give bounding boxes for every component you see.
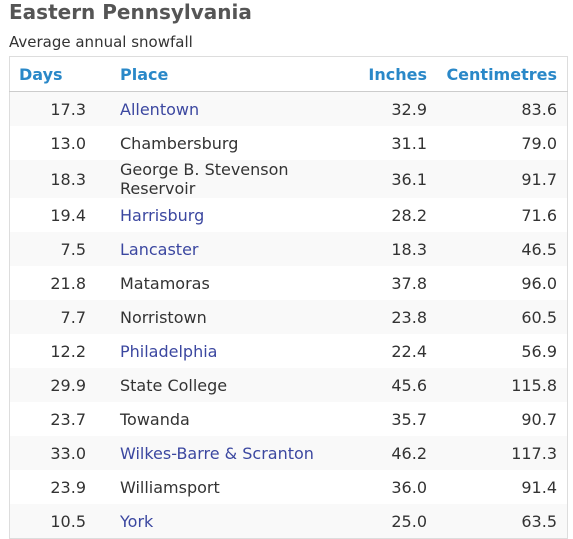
cell-centimetres: 46.5 [521,239,557,259]
place-name: Matamoras [120,273,210,293]
cell-centimetres: 63.5 [521,511,557,531]
cell-inches: 45.6 [391,375,427,395]
column-header-days: Days [9,56,94,92]
cell-days: 33.0 [50,443,86,463]
place-name: Norristown [120,307,207,327]
cell-inches: 31.1 [391,133,427,153]
cell-inches: 23.8 [391,307,427,327]
cell-days: 7.7 [60,307,86,327]
cell-centimetres: 83.6 [521,99,557,119]
cell-days: 21.8 [50,273,86,293]
cell-centimetres: 96.0 [521,273,557,293]
cell-centimetres: 90.7 [521,409,557,429]
place-name: Towanda [120,409,190,429]
cell-inches: 28.2 [391,205,427,225]
cell-centimetres: 79.0 [521,133,557,153]
cell-inches: 37.8 [391,273,427,293]
cell-place: Chambersburg [94,126,335,160]
cell-days: 7.5 [60,239,86,259]
column-header-centimetres: Centimetres [433,56,568,92]
place-name: George B. Stevenson Reservoir [120,160,289,198]
table-row: 33.0 Wilkes-Barre & Scranton 46.2 117.3 [9,436,568,470]
cell-days: 18.3 [50,169,86,189]
cell-days: 13.0 [50,133,86,153]
cell-place: Wilkes-Barre & Scranton [94,436,335,470]
place-link[interactable]: Philadelphia [120,341,218,361]
cell-place: Norristown [94,300,335,334]
cell-place: Philadelphia [94,334,335,368]
cell-centimetres: 91.4 [521,477,557,497]
cell-place: Matamoras [94,266,335,300]
table-row: 10.5 York 25.0 63.5 [9,504,568,539]
table-caption: Average annual snowfall [9,33,193,51]
table-row: 29.9 State College 45.6 115.8 [9,368,568,402]
cell-place: York [94,504,335,539]
cell-place: Williamsport [94,470,335,504]
table-row: 7.7 Norristown 23.8 60.5 [9,300,568,334]
header-row: Days Place Inches Centimetres [9,56,568,92]
table-row: 21.8 Matamoras 37.8 96.0 [9,266,568,300]
snowfall-table: Days Place Inches Centimetres 17.3 Allent… [9,56,568,539]
cell-days: 17.3 [50,99,86,119]
cell-days: 19.4 [50,205,86,225]
cell-inches: 46.2 [391,443,427,463]
cell-days: 10.5 [50,511,86,531]
table-row: 12.2 Philadelphia 22.4 56.9 [9,334,568,368]
cell-centimetres: 71.6 [521,205,557,225]
table-row: 7.5 Lancaster 18.3 46.5 [9,232,568,266]
cell-place: Allentown [94,92,335,127]
page-title: Eastern Pennsylvania [9,0,252,24]
cell-place: Harrisburg [94,198,335,232]
table-header: Days Place Inches Centimetres [9,56,568,92]
cell-inches: 35.7 [391,409,427,429]
table-row: 19.4 Harrisburg 28.2 71.6 [9,198,568,232]
cell-days: 12.2 [50,341,86,361]
cell-days: 23.7 [50,409,86,429]
cell-inches: 22.4 [391,341,427,361]
cell-centimetres: 117.3 [511,443,557,463]
place-link[interactable]: Wilkes-Barre & Scranton [120,443,314,463]
table-row: 13.0 Chambersburg 31.1 79.0 [9,126,568,160]
table-row: 17.3 Allentown 32.9 83.6 [9,91,568,127]
cell-place: State College [94,368,335,402]
column-header-place: Place [94,56,335,92]
cell-inches: 36.1 [391,169,427,189]
table-row: 18.3 George B. Stevenson Reservoir 36.1 91.… [9,160,568,198]
table-body: 17.3 Allentown 32.9 83.6 13.0 Chambersburg 31.… [9,91,568,539]
place-link[interactable]: Allentown [120,99,200,119]
place-name: Chambersburg [120,133,239,153]
table-row: 23.7 Towanda 35.7 90.7 [9,402,568,436]
cell-days: 29.9 [50,375,86,395]
cell-centimetres: 115.8 [511,375,557,395]
cell-place: George B. Stevenson Reservoir [94,160,335,198]
cell-days: 23.9 [50,477,86,497]
place-link[interactable]: Lancaster [120,239,199,259]
cell-inches: 32.9 [391,99,427,119]
cell-inches: 18.3 [391,239,427,259]
cell-centimetres: 56.9 [521,341,557,361]
cell-centimetres: 91.7 [521,169,557,189]
column-header-inches: Inches [335,56,433,92]
place-name: Williamsport [120,477,220,497]
place-name: State College [120,375,228,395]
place-link[interactable]: York [120,511,154,531]
cell-place: Towanda [94,402,335,436]
table-row: 23.9 Williamsport 36.0 91.4 [9,470,568,504]
cell-centimetres: 60.5 [521,307,557,327]
snowfall-section: Eastern Pennsylvania Average annual snow… [9,0,569,539]
place-link[interactable]: Harrisburg [120,205,205,225]
cell-inches: 25.0 [391,511,427,531]
cell-place: Lancaster [94,232,335,266]
cell-inches: 36.0 [391,477,427,497]
